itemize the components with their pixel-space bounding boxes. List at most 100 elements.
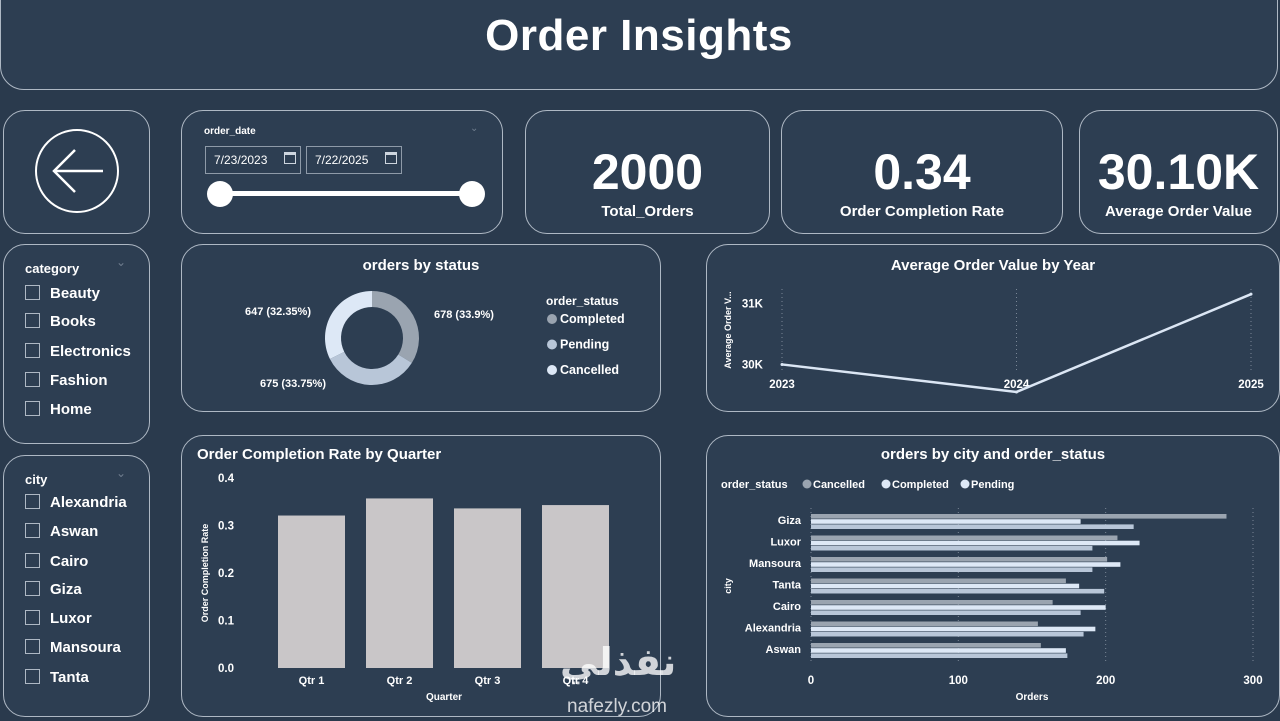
title-panel: Order Insights — [0, 0, 1278, 90]
chart-title: orders by city and order_status — [880, 446, 1106, 463]
column-chart: 0.0 0.1 0.2 0.3 0.4 Order Completion Rate Qtr … — [200, 473, 609, 703]
calendar-icon[interactable] — [385, 152, 397, 164]
y-tick-label: Aswan — [766, 644, 802, 656]
checkbox[interactable] — [25, 553, 40, 568]
bar-tanta-pending — [811, 588, 1105, 594]
chart-title: Average Order Value by Year — [890, 257, 1096, 274]
x-axis-label: Quarter — [426, 692, 462, 703]
bar-aswan-completed — [811, 648, 1066, 653]
bar-qtr-2 — [366, 498, 433, 668]
city-option[interactable]: Aswan — [25, 523, 98, 543]
checkbox[interactable] — [25, 523, 40, 538]
x-tick-label: 300 — [1243, 675, 1262, 687]
line-point — [1015, 390, 1018, 394]
city-option[interactable]: Mansoura — [25, 639, 121, 659]
x-tick-label: Qtr 4 — [563, 675, 590, 687]
donut-slice-pending — [329, 351, 412, 385]
kpi-label: Average Order Value — [1104, 203, 1253, 220]
completion-by-quarter-panel: Order Completion Rate by Quarter 0.0 0.1 0… — [181, 435, 661, 717]
y-tick-label: Giza — [778, 515, 802, 527]
date-range-slider[interactable] — [218, 191, 470, 196]
donut-data-label: 675 (33.75%) — [260, 378, 326, 390]
x-tick-label: Qtr 2 — [387, 675, 413, 687]
bar-mansoura-completed — [811, 562, 1121, 567]
chevron-down-icon[interactable]: ⌄ — [116, 255, 127, 269]
legend-label-pending: Pending — [560, 338, 609, 352]
order-date-slicer: order_date ⌄ 7/23/2023 7/22/2025 — [181, 110, 503, 234]
calendar-icon[interactable] — [284, 152, 296, 164]
bar-luxor-cancelled — [811, 535, 1118, 541]
bar-alexandria-pending — [811, 631, 1084, 637]
category-slicer: category ⌄ Beauty Books Electronics Fash… — [3, 244, 150, 444]
line-point — [780, 362, 784, 366]
legend-swatch — [547, 339, 557, 350]
chevron-down-icon[interactable]: ⌄ — [470, 123, 479, 134]
bar-tanta-cancelled — [811, 578, 1066, 584]
kpi-label: Total_Orders — [601, 203, 694, 220]
city-option[interactable]: Tanta — [25, 669, 89, 689]
y-tick-label: 0.3 — [218, 521, 234, 533]
legend-swatch — [547, 314, 557, 324]
chart-title: Order Completion Rate by Quarter — [197, 446, 442, 463]
bar-tanta-completed — [811, 583, 1080, 589]
bar-aswan-cancelled — [811, 643, 1041, 648]
chevron-down-icon[interactable]: ⌄ — [116, 466, 127, 480]
y-tick-label: 30K — [742, 359, 764, 371]
y-tick-label: 31K — [742, 298, 764, 310]
checkbox[interactable] — [25, 494, 40, 509]
y-tick-label: Cairo — [773, 601, 801, 613]
bar-giza-completed — [811, 519, 1081, 524]
city-option[interactable]: Luxor — [25, 610, 92, 630]
bar-cairo-cancelled — [811, 600, 1053, 605]
date-slicer-label: order_date — [204, 126, 256, 137]
y-tick-label: Luxor — [770, 537, 801, 549]
city-option[interactable]: Alexandria — [25, 494, 127, 514]
start-date-input[interactable]: 7/23/2023 — [205, 146, 301, 174]
y-tick-label: Mansoura — [749, 558, 802, 570]
checkbox[interactable] — [25, 610, 40, 625]
checkbox[interactable] — [25, 401, 40, 416]
city-option[interactable]: Giza — [25, 581, 82, 601]
checkbox[interactable] — [25, 669, 40, 684]
x-tick-label: 0 — [808, 675, 814, 687]
category-option[interactable]: Beauty — [25, 285, 100, 305]
end-date-input[interactable]: 7/22/2025 — [306, 146, 402, 174]
x-tick-label: 100 — [949, 675, 968, 687]
legend-label-cancelled: Cancelled — [560, 363, 619, 377]
back-panel — [3, 110, 150, 234]
category-option[interactable]: Electronics — [25, 343, 131, 363]
bar-qtr-1 — [278, 515, 345, 668]
checkbox[interactable] — [25, 313, 40, 328]
checkbox[interactable] — [25, 639, 40, 654]
end-date-value: 7/22/2025 — [315, 153, 369, 167]
page-title: Order Insights — [485, 11, 793, 60]
category-option[interactable]: Books — [25, 313, 96, 333]
checkbox[interactable] — [25, 581, 40, 596]
slider-start-handle[interactable] — [207, 181, 233, 207]
bar-qtr-3 — [454, 508, 521, 668]
chart-title: orders by status — [362, 257, 480, 274]
bar-mansoura-pending — [811, 567, 1093, 572]
category-option[interactable]: Fashion — [25, 372, 108, 392]
bar-cairo-completed — [811, 605, 1106, 610]
bar-luxor-pending — [811, 545, 1093, 551]
kpi-completion-rate: 0.34 Order Completion Rate — [781, 110, 1063, 234]
watermark-arabic: نفذلي — [560, 642, 677, 684]
slider-end-handle[interactable] — [459, 181, 485, 207]
donut-slice-cancelled — [325, 291, 372, 359]
back-button[interactable] — [35, 129, 119, 213]
bar-alexandria-completed — [811, 626, 1096, 632]
y-tick-label: Tanta — [772, 580, 801, 592]
checkbox[interactable] — [25, 343, 40, 358]
orders-by-status-panel: orders by status 678 (33.9%) 675 (33.75%)… — [181, 244, 661, 412]
y-tick-label: 0.2 — [218, 568, 234, 580]
checkbox[interactable] — [25, 285, 40, 300]
category-option[interactable]: Home — [25, 401, 92, 421]
bar-alexandria-cancelled — [811, 621, 1038, 627]
kpi-total-orders: 2000 Total_Orders — [525, 110, 770, 234]
checkbox[interactable] — [25, 372, 40, 387]
kpi-value: 30.10K — [1097, 144, 1260, 200]
city-option[interactable]: Cairo — [25, 553, 88, 573]
x-tick-label: 200 — [1096, 675, 1115, 687]
